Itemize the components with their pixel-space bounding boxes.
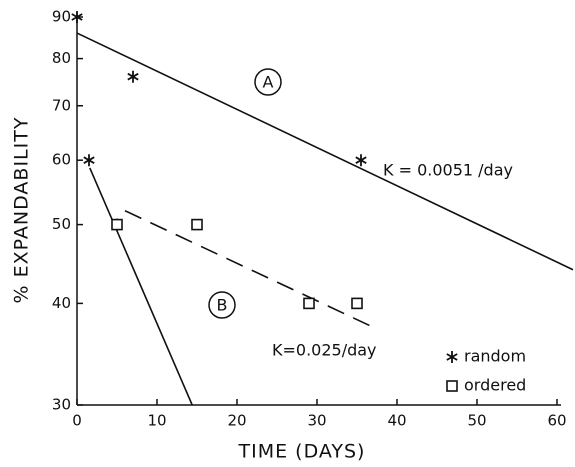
legend-label: random (464, 347, 526, 366)
x-tick-label: 30 (307, 412, 326, 430)
marker-shape (111, 218, 123, 231)
annotation: B (217, 296, 228, 315)
x-tick-label: 60 (547, 412, 566, 430)
y-tick-label: 50 (52, 215, 71, 233)
annotation: K = 0.0051 /day (383, 161, 513, 180)
marker-shape (351, 297, 363, 310)
fit-line (124, 210, 374, 328)
marker-shape (191, 218, 203, 231)
annotation: K=0.025/day (272, 341, 377, 360)
annotation-circle (254, 68, 282, 96)
asterisk-marker (127, 70, 139, 83)
annotation: A (263, 73, 274, 92)
asterisk-marker (71, 11, 83, 23)
y-tick-label: 30 (52, 396, 71, 414)
marker-shape (83, 154, 95, 167)
legend-marker (446, 351, 458, 363)
asterisk-marker (355, 154, 367, 167)
marker-shape (71, 11, 83, 23)
x-tick-label: 40 (387, 412, 406, 430)
x-tick-label: 20 (227, 412, 246, 430)
y-tick-label: 60 (52, 151, 71, 169)
y-tick-label: 70 (52, 96, 71, 114)
y-axis-title: % EXPANDABILITY (11, 117, 33, 304)
marker-shape (355, 154, 367, 167)
fit-line (89, 167, 193, 406)
marker-shape (446, 380, 458, 392)
square-marker (303, 297, 315, 310)
square-marker (351, 297, 363, 310)
marker-shape (127, 70, 139, 83)
annotation-circle (208, 291, 236, 319)
legend-label: ordered (464, 376, 526, 395)
marker-shape (303, 297, 315, 310)
asterisk-marker (83, 154, 95, 167)
x-tick-label: 0 (72, 412, 82, 430)
marker-shape (446, 351, 458, 363)
x-tick-label: 10 (147, 412, 166, 430)
y-tick-label: 90 (52, 8, 71, 26)
square-marker (191, 218, 203, 231)
x-axis-title: TIME (DAYS) (238, 441, 366, 463)
legend-marker (446, 380, 458, 392)
x-tick-label: 50 (467, 412, 486, 430)
square-marker (111, 218, 123, 231)
fit-line (76, 32, 574, 271)
y-tick-label: 40 (52, 294, 71, 312)
y-tick-label: 80 (52, 49, 71, 67)
